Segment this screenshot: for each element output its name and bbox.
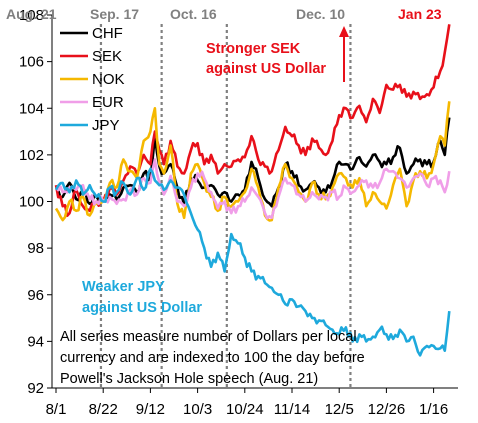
x-tick-label-4: 10/24 (226, 401, 264, 418)
y-tick-label-8: 108 (19, 7, 44, 24)
series-line-chf (54, 117, 451, 208)
annotation-stronger-sek-line1: Stronger SEK (206, 41, 301, 57)
annotation-weaker-jpy-line2: against US Dollar (82, 300, 202, 316)
footnote-line2: currency and are indexed to 100 the day … (60, 350, 365, 366)
x-tick-label-8: 1/16 (419, 401, 448, 418)
x-tick-label-0: 8/1 (46, 401, 67, 418)
event-label-oct16: Oct. 16 (170, 6, 217, 22)
series-line-nok (54, 101, 451, 222)
y-tick-label-5: 102 (19, 147, 44, 164)
footnote-line1: All series measure number of Dollars per… (60, 329, 357, 345)
y-tick-label-1: 94 (27, 333, 44, 350)
event-label-aug21: Aug. 21 (6, 6, 57, 22)
legend-label-chf: CHF (92, 25, 123, 42)
annotation-stronger-sek-line2: against US Dollar (206, 61, 326, 77)
x-tick-label-1: 8/22 (89, 401, 118, 418)
x-tick-label-6: 12/5 (325, 401, 354, 418)
y-tick-label-4: 100 (19, 194, 44, 211)
x-tick-label-2: 9/12 (136, 401, 165, 418)
up-arrow-icon (339, 26, 349, 82)
legend-label-eur: EUR (92, 94, 124, 111)
footnote-line3: Powell's Jackson Hole speech (Aug. 21) (60, 371, 318, 387)
event-label-sep17: Sep. 17 (90, 6, 139, 22)
x-tick-label-7: 12/26 (368, 401, 406, 418)
y-tick-label-0: 92 (27, 380, 44, 397)
series-line-jpy (54, 167, 451, 357)
legend-label-sek: SEK (92, 48, 122, 65)
y-tick-label-3: 98 (27, 240, 44, 257)
y-tick-label-7: 106 (19, 54, 44, 71)
annotation-weaker-jpy-line1: Weaker JPY (82, 279, 165, 295)
legend: CHF SEK NOK EUR JPY (60, 25, 125, 134)
event-label-dec10: Dec. 10 (296, 6, 345, 22)
x-tick-label-3: 10/3 (183, 401, 212, 418)
legend-label-jpy: JPY (92, 117, 120, 134)
y-tick-label-6: 104 (19, 100, 44, 117)
axes: 92 94 96 98 100 102 104 106 108 8/1 8/22 9/12 10/3 10… (19, 7, 458, 418)
end-date-label: Jan 23 (398, 6, 442, 22)
series-line-eur (55, 158, 451, 220)
x-tick-label-5: 11/14 (274, 401, 310, 418)
legend-label-nok: NOK (92, 71, 125, 88)
series-lines (54, 24, 451, 357)
y-tick-label-2: 96 (27, 287, 44, 304)
